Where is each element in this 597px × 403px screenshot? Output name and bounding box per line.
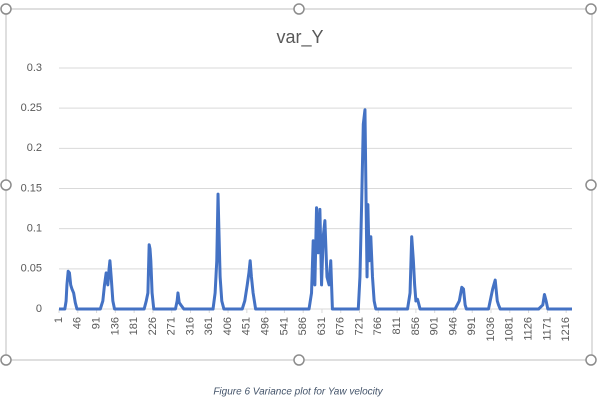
x-tick-label: 496: [260, 317, 272, 335]
x-tick-label: 1126: [522, 317, 534, 341]
x-tick-label: 361: [203, 317, 215, 335]
y-tick-label: 0.15: [21, 182, 42, 194]
x-tick-label: 676: [335, 317, 347, 335]
y-tick-label: 0.3: [27, 62, 42, 74]
y-tick-label: 0.25: [21, 102, 42, 114]
handle[interactable]: [293, 3, 305, 15]
handle[interactable]: [0, 179, 12, 191]
x-tick-label: 766: [372, 317, 384, 335]
x-tick-label: 946: [447, 317, 459, 335]
x-tick-label: 271: [166, 317, 178, 335]
x-tick-label: 1081: [504, 317, 516, 341]
y-tick-label: 0.2: [27, 142, 42, 154]
x-tick-label: 91: [90, 317, 102, 329]
x-tick-label: 1171: [541, 317, 553, 341]
x-tick-label: 631: [316, 317, 328, 335]
handle[interactable]: [585, 354, 597, 366]
x-tick-label: 46: [72, 317, 84, 329]
data-line: [59, 108, 572, 311]
x-tick-label: 586: [297, 317, 309, 335]
x-tick-label: 181: [128, 317, 140, 335]
y-tick-label: 0: [36, 303, 42, 315]
handle[interactable]: [585, 3, 597, 15]
handle[interactable]: [0, 354, 12, 366]
x-tick-label: 991: [466, 317, 478, 335]
y-tick-label: 0.1: [27, 223, 42, 235]
x-tick-label: 811: [391, 317, 403, 335]
selection-handles: [0, 3, 597, 366]
chart-title: var_Y: [276, 27, 323, 48]
x-tick-label: 1036: [485, 317, 497, 341]
caption: Figure 6 Variance plot for Yaw velocity: [213, 387, 383, 398]
handle[interactable]: [585, 179, 597, 191]
y-tick-label: 0.05: [21, 263, 42, 275]
x-tick-label: 406: [222, 317, 234, 335]
x-tick-label: 136: [109, 317, 121, 335]
x-tick-label: 226: [147, 317, 159, 335]
x-tick-label: 721: [353, 317, 365, 335]
x-tick-label: 1216: [560, 317, 572, 341]
chart-frame: [5, 8, 593, 361]
x-tick-label: 901: [429, 317, 441, 335]
x-tick-label: 451: [241, 317, 253, 335]
x-tick-label: 1: [53, 317, 65, 323]
x-tick-label: 856: [410, 317, 422, 335]
handle[interactable]: [0, 3, 12, 15]
handle[interactable]: [293, 354, 305, 366]
x-tick-label: 541: [278, 317, 290, 335]
x-tick-label: 316: [184, 317, 196, 335]
